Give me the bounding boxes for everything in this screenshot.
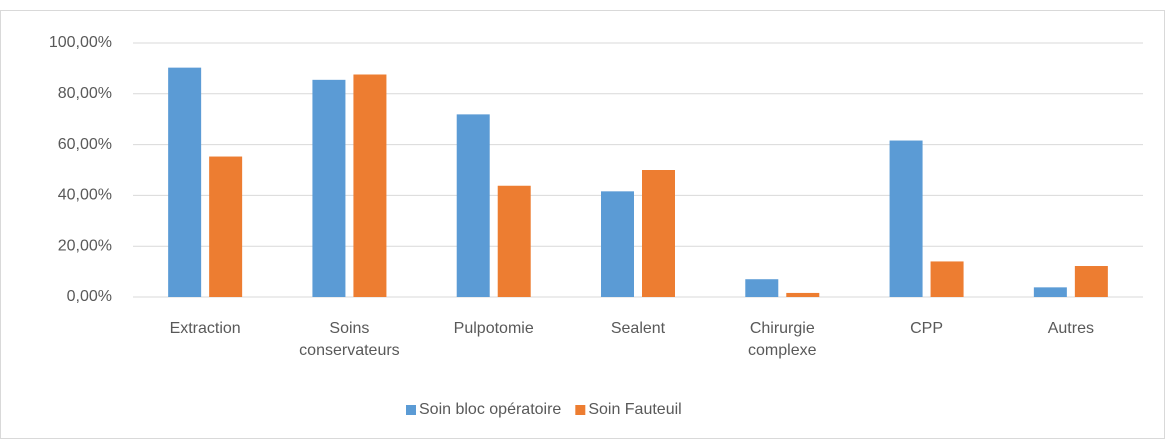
bar xyxy=(353,74,387,297)
legend-label: Soin bloc opératoire xyxy=(419,401,561,418)
chart-border xyxy=(0,10,1165,439)
bar xyxy=(497,185,531,297)
bar xyxy=(456,114,490,298)
bar xyxy=(745,279,779,297)
x-tick-label: CPP xyxy=(910,320,944,337)
legend-swatch xyxy=(406,405,416,415)
bar xyxy=(1074,266,1108,297)
bar xyxy=(889,140,923,297)
legend-swatch xyxy=(575,405,586,415)
bar xyxy=(168,67,202,297)
bar xyxy=(312,79,346,297)
legend-label: Soin Fauteuil xyxy=(588,401,681,418)
x-tick-label: Sealent xyxy=(610,320,666,337)
x-tick-label: Autres xyxy=(1047,320,1094,337)
bar xyxy=(209,156,243,297)
bar xyxy=(930,261,964,297)
y-tick-label: 80,00% xyxy=(58,85,112,102)
bar xyxy=(786,292,820,297)
x-tick-label: Soins conservateurs xyxy=(299,320,400,359)
bar xyxy=(1033,287,1067,297)
y-tick-label: 100,00% xyxy=(49,34,112,51)
bar xyxy=(642,170,675,297)
y-tick-label: 40,00% xyxy=(58,187,112,204)
x-tick-label: Pulpotomie xyxy=(453,320,534,337)
y-tick-label: 0,00% xyxy=(67,288,112,305)
y-tick-label: 20,00% xyxy=(58,237,112,254)
y-tick-label: 60,00% xyxy=(58,136,112,153)
x-tick-label: Extraction xyxy=(169,320,241,337)
bar xyxy=(601,191,634,297)
x-tick-label: Chirurgie complexe xyxy=(748,320,817,359)
